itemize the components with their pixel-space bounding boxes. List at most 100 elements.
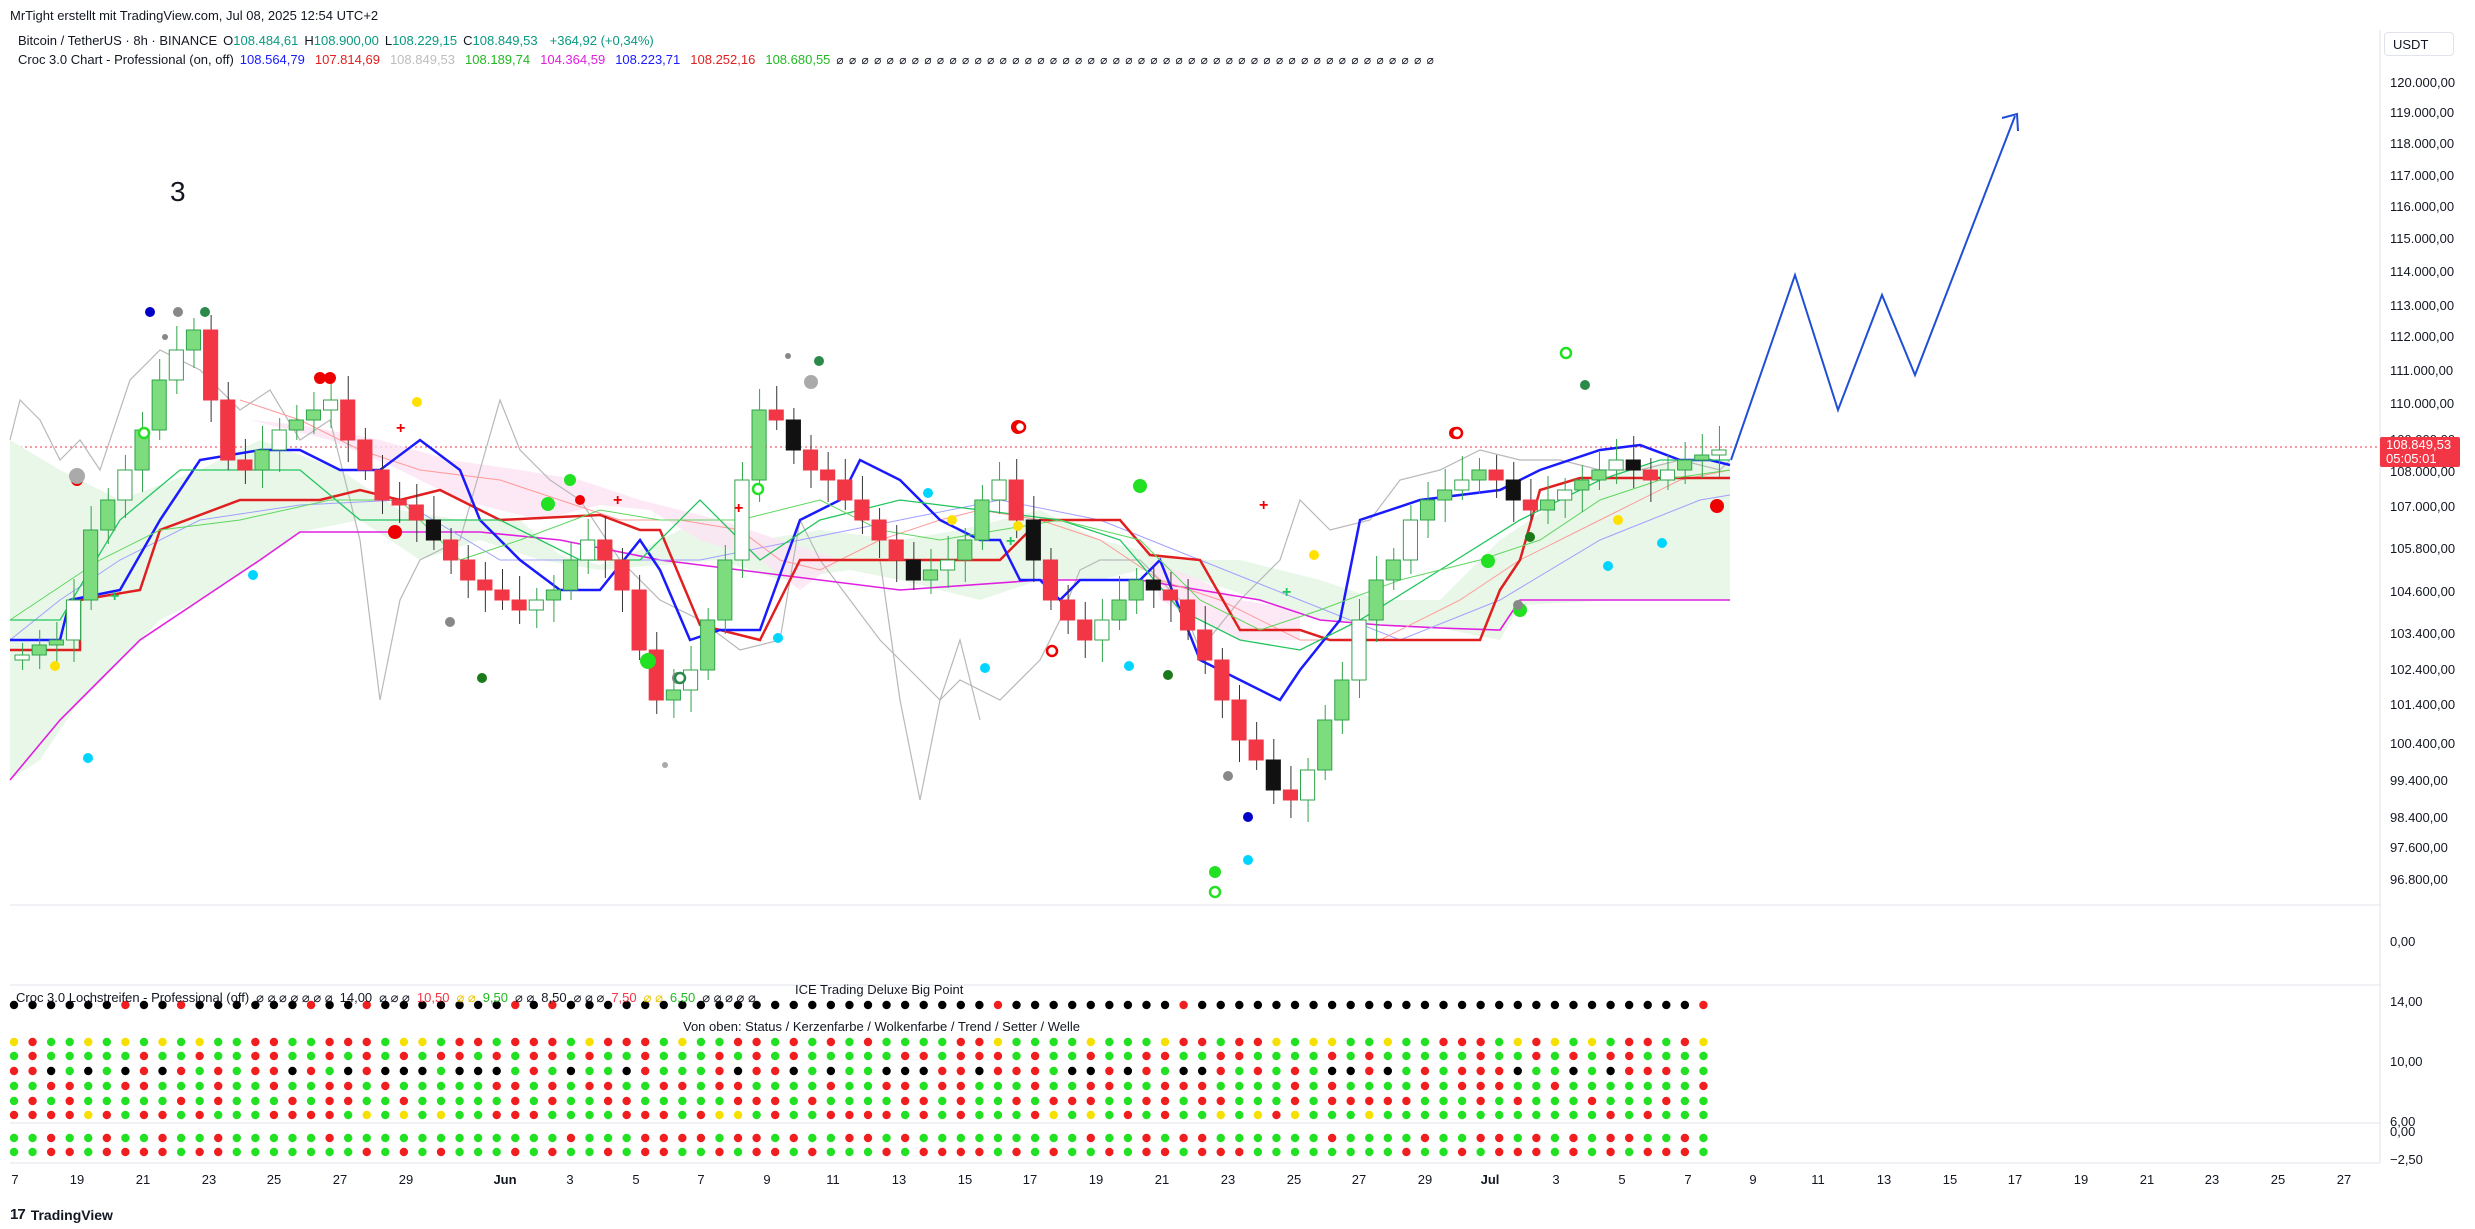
status-dot: [715, 1051, 724, 1061]
status-dot: [214, 1147, 223, 1157]
candle-body: [597, 539, 613, 561]
candle-body: [580, 539, 596, 561]
status-dot: [1012, 1037, 1021, 1047]
lochstreifen-name[interactable]: Croc 3.0 Lochstreifen - Professional (of…: [16, 990, 250, 1005]
status-dot: [492, 1037, 501, 1047]
status-dot: [993, 1110, 1003, 1120]
status-dot: [808, 1081, 817, 1091]
status-dot: [1457, 1110, 1467, 1120]
candle-body: [1608, 459, 1624, 471]
status-dot: [622, 1081, 631, 1091]
candle-body: [1385, 559, 1401, 581]
status-dot: [919, 1066, 928, 1076]
status-dot: [1086, 1147, 1095, 1157]
time-tick: 29: [1417, 1172, 1433, 1187]
status-dot: [882, 1000, 891, 1010]
status-dot: [28, 1096, 37, 1106]
status-dot: [938, 1110, 947, 1120]
status-dot: [882, 1147, 891, 1157]
status-dot: [900, 1110, 910, 1120]
status-dot: [1606, 1066, 1615, 1076]
status-dot: [956, 1081, 966, 1091]
signal-ring: [1208, 885, 1222, 899]
status-dot: [1105, 1066, 1114, 1076]
candle-body: [374, 469, 390, 501]
status-dot: [1365, 1147, 1374, 1157]
price-tick: 103.400,00: [2390, 626, 2456, 641]
status-dot: [659, 1000, 668, 1010]
status-dot: [1643, 1147, 1652, 1157]
status-dot: [678, 1051, 687, 1061]
lochstreifen-legend[interactable]: Croc 3.0 Lochstreifen - Professional (of…: [16, 990, 756, 1006]
status-dot: [1439, 1110, 1448, 1120]
status-dot: [1086, 1000, 1095, 1010]
tradingview-logo[interactable]: 17 TradingView: [10, 1206, 113, 1223]
status-dot: [195, 1110, 204, 1120]
status-dot: [306, 1081, 316, 1091]
status-dot: [306, 1133, 316, 1143]
status-dot: [84, 1147, 93, 1157]
status-dot: [176, 1051, 186, 1061]
status-dot: [195, 1066, 204, 1076]
lochstreifen-values: ⌀ ⌀ ⌀ ⌀ ⌀ ⌀ ⌀ 14,00 ⌀ ⌀ ⌀ 10,50 ⌀ ⌀ 9,50 ⌀ ⌀ 8,…: [256, 990, 756, 1006]
symbol-legend[interactable]: Bitcoin / TetherUS · 8h · BINANCE O108.4…: [18, 33, 654, 48]
candle-body: [220, 399, 236, 461]
price-tick: 101.400,00: [2390, 697, 2456, 712]
status-dot: [585, 1133, 594, 1143]
status-dot: [1253, 1081, 1263, 1091]
status-dot: [1049, 1147, 1058, 1157]
status-dot: [715, 1110, 724, 1120]
status-dot: [214, 1000, 223, 1010]
status-dot: [1532, 1081, 1541, 1091]
status-dot: [65, 1051, 74, 1061]
status-dot: [1160, 1147, 1170, 1157]
status-dot: [176, 1081, 186, 1091]
status-dot: [46, 1096, 56, 1106]
status-dot: [473, 1066, 483, 1076]
status-dot: [1327, 1051, 1337, 1061]
wave-count-label[interactable]: 3: [170, 176, 186, 207]
status-dot: [102, 1066, 112, 1076]
indicator-value: 108.252,16: [690, 52, 756, 67]
indicator-name[interactable]: Croc 3.0 Chart - Professional (on, off): [18, 52, 234, 67]
status-dot: [418, 1110, 427, 1120]
status-dot: [1643, 1110, 1652, 1120]
status-dot: [659, 1066, 668, 1076]
status-dot: [603, 1037, 613, 1047]
status-dot: [808, 1000, 817, 1010]
status-dot: [603, 1133, 613, 1143]
status-dot: [845, 1147, 854, 1157]
signal-dot: [200, 307, 210, 317]
status-dot: [9, 1110, 19, 1120]
symbol-name[interactable]: Bitcoin / TetherUS · 8h · BINANCE: [18, 33, 218, 48]
time-tick: 7: [697, 1172, 705, 1187]
status-dot: [919, 1051, 928, 1061]
status-dot: [1235, 1000, 1244, 1010]
candle-body: [168, 349, 184, 381]
candle-body: [1591, 469, 1607, 481]
status-dot: [529, 1000, 539, 1010]
status-dot: [1290, 1051, 1300, 1061]
status-dot: [1012, 1133, 1021, 1143]
status-dot: [1476, 1110, 1485, 1120]
candle-body: [100, 499, 116, 531]
status-dot: [696, 1096, 706, 1106]
status-dot: [9, 1000, 19, 1010]
status-dot: [1030, 1000, 1040, 1010]
status-dot: [566, 1066, 576, 1076]
status-dot: [9, 1096, 19, 1106]
status-dot: [1680, 1066, 1690, 1076]
candle-body: [631, 589, 647, 651]
price-tick: 111.000,00: [2390, 363, 2454, 378]
status-dot: [139, 1066, 149, 1076]
price-tick: 98.400,00: [2390, 810, 2448, 825]
status-dot: [845, 1000, 854, 1010]
status-dot: [1197, 1081, 1207, 1091]
status-dot: [473, 1037, 483, 1047]
candle-body: [1539, 499, 1556, 511]
candle-body: [1248, 739, 1264, 761]
indicator-legend[interactable]: Croc 3.0 Chart - Professional (on, off) …: [18, 52, 1435, 67]
currency-selector[interactable]: USDT: [2384, 32, 2454, 56]
status-dot: [863, 1096, 873, 1106]
